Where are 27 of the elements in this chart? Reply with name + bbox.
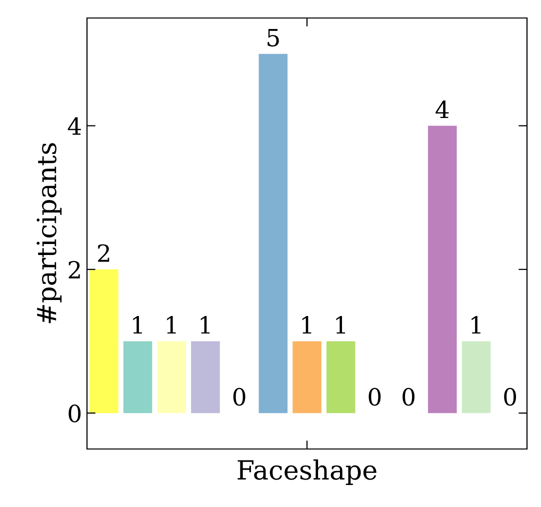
data-label: 1 <box>200 316 210 334</box>
bar <box>123 341 152 414</box>
bar <box>326 341 356 414</box>
data-label: 4 <box>436 100 449 118</box>
data-label: 1 <box>336 316 346 334</box>
y-tick-label: 0 <box>68 404 81 422</box>
data-label: 1 <box>472 316 480 334</box>
data-label: 1 <box>166 316 176 334</box>
bar <box>292 341 322 414</box>
data-label: 0 <box>233 388 246 406</box>
data-label: 2 <box>98 244 110 262</box>
data-label: 0 <box>368 388 381 406</box>
data-label: 5 <box>268 29 279 47</box>
data-label: 0 <box>402 388 414 406</box>
bar <box>157 341 186 414</box>
bar <box>428 126 457 414</box>
x-axis-title: Faceshape <box>238 459 376 485</box>
bar <box>258 54 288 414</box>
data-label: 1 <box>133 316 142 334</box>
y-tick-label: 4 <box>68 117 81 135</box>
y-tick-label: 2 <box>68 260 80 278</box>
data-label: 1 <box>302 316 312 334</box>
bar <box>90 269 118 414</box>
bar <box>191 341 220 414</box>
data-label: 0 <box>504 388 516 406</box>
y-axis-title: #participants <box>36 143 62 324</box>
bar <box>462 341 491 414</box>
